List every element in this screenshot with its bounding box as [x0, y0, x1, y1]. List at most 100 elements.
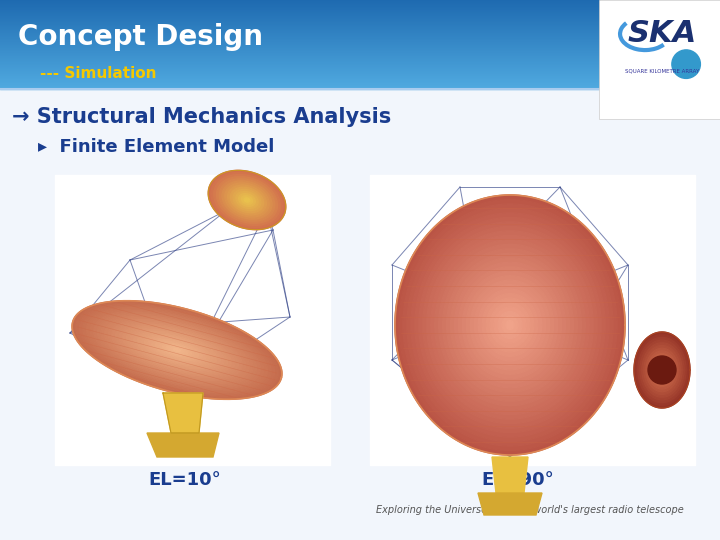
Polygon shape: [104, 316, 249, 384]
Polygon shape: [83, 306, 271, 394]
Polygon shape: [147, 433, 219, 457]
Polygon shape: [112, 320, 242, 381]
Polygon shape: [486, 298, 534, 352]
Polygon shape: [502, 316, 518, 334]
Polygon shape: [86, 308, 267, 393]
Polygon shape: [127, 326, 228, 374]
Polygon shape: [644, 346, 680, 394]
Polygon shape: [451, 258, 570, 392]
Polygon shape: [459, 267, 562, 383]
Text: --- Simulation: --- Simulation: [40, 65, 156, 80]
Polygon shape: [634, 332, 690, 408]
Polygon shape: [115, 321, 238, 379]
Polygon shape: [650, 354, 674, 386]
Polygon shape: [163, 343, 192, 357]
Polygon shape: [148, 336, 206, 363]
Polygon shape: [642, 343, 682, 397]
Polygon shape: [97, 313, 256, 387]
Polygon shape: [244, 198, 250, 202]
Text: SKA: SKA: [627, 19, 696, 49]
Polygon shape: [233, 190, 261, 211]
Polygon shape: [214, 174, 280, 225]
Polygon shape: [138, 332, 217, 369]
Polygon shape: [636, 335, 688, 406]
Text: EL=90°: EL=90°: [482, 471, 554, 489]
Polygon shape: [656, 362, 668, 378]
Polygon shape: [638, 338, 686, 403]
Polygon shape: [427, 231, 593, 419]
Polygon shape: [470, 280, 549, 370]
Polygon shape: [435, 240, 585, 410]
Polygon shape: [152, 338, 202, 362]
Polygon shape: [646, 348, 678, 392]
Polygon shape: [482, 294, 538, 356]
Polygon shape: [170, 347, 184, 353]
Text: Exploring the Universe with the world's largest radio telescope: Exploring the Universe with the world's …: [376, 505, 684, 515]
Polygon shape: [446, 253, 573, 397]
Polygon shape: [241, 196, 253, 204]
Polygon shape: [648, 351, 676, 389]
Polygon shape: [490, 302, 530, 347]
Polygon shape: [119, 323, 235, 377]
Text: → Structural Mechanics Analysis: → Structural Mechanics Analysis: [12, 107, 391, 127]
Polygon shape: [474, 285, 546, 366]
Polygon shape: [498, 312, 522, 339]
Polygon shape: [640, 340, 684, 400]
Polygon shape: [156, 340, 199, 360]
Polygon shape: [454, 262, 565, 388]
Text: EL=10°: EL=10°: [148, 471, 221, 489]
Polygon shape: [236, 192, 258, 208]
Polygon shape: [395, 195, 625, 455]
Polygon shape: [166, 345, 188, 355]
Polygon shape: [494, 307, 526, 343]
Circle shape: [648, 356, 676, 384]
Polygon shape: [478, 493, 542, 515]
Polygon shape: [130, 328, 224, 372]
Polygon shape: [141, 333, 213, 367]
Polygon shape: [222, 181, 272, 219]
Polygon shape: [122, 325, 231, 375]
Circle shape: [672, 50, 701, 78]
Polygon shape: [72, 301, 282, 399]
Polygon shape: [407, 208, 613, 442]
Polygon shape: [76, 302, 278, 397]
Polygon shape: [652, 356, 672, 383]
Polygon shape: [443, 249, 577, 401]
Polygon shape: [174, 348, 181, 352]
Polygon shape: [230, 187, 264, 213]
Polygon shape: [431, 235, 589, 415]
Text: ▸  Finite Element Model: ▸ Finite Element Model: [38, 138, 274, 156]
Polygon shape: [419, 222, 601, 428]
Polygon shape: [79, 304, 274, 396]
Polygon shape: [239, 194, 256, 206]
Polygon shape: [506, 321, 514, 329]
Polygon shape: [225, 183, 269, 217]
Text: SQUARE KILOMETRE ARRAY: SQUARE KILOMETRE ARRAY: [625, 69, 699, 74]
Polygon shape: [492, 457, 528, 493]
Text: Concept Design: Concept Design: [18, 23, 263, 51]
Polygon shape: [163, 393, 203, 433]
Polygon shape: [478, 289, 541, 361]
Polygon shape: [228, 185, 266, 215]
Polygon shape: [211, 172, 283, 227]
Polygon shape: [423, 226, 598, 423]
Polygon shape: [660, 367, 664, 373]
Polygon shape: [159, 341, 195, 359]
Polygon shape: [208, 170, 286, 230]
Polygon shape: [438, 244, 581, 406]
Polygon shape: [467, 276, 554, 374]
Polygon shape: [415, 218, 606, 433]
Polygon shape: [217, 177, 277, 224]
Polygon shape: [220, 179, 275, 221]
Polygon shape: [411, 213, 609, 437]
Bar: [599, 0, 720, 119]
Polygon shape: [101, 314, 253, 386]
Polygon shape: [90, 309, 264, 391]
Polygon shape: [462, 271, 557, 379]
Polygon shape: [403, 204, 617, 446]
Polygon shape: [94, 311, 260, 389]
Polygon shape: [134, 329, 220, 370]
Polygon shape: [145, 335, 210, 365]
Polygon shape: [108, 318, 246, 382]
Polygon shape: [658, 364, 666, 375]
